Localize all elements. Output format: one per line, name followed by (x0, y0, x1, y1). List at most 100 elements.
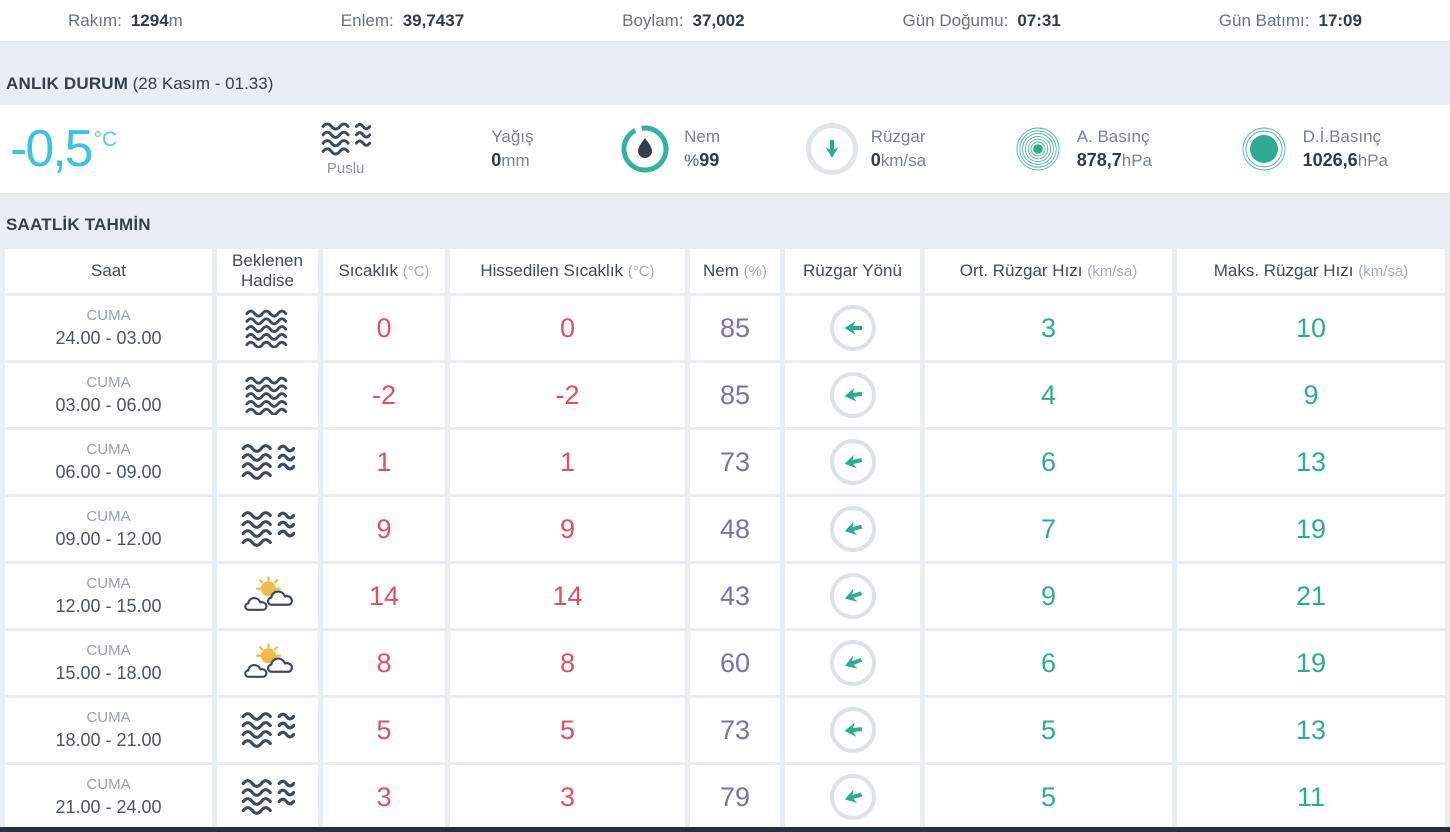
altitude-stat: Rakım: 1294m (68, 10, 183, 30)
wind-direction-icon (829, 640, 876, 686)
mist-icon (241, 777, 295, 817)
sea-level-pressure-icon (1242, 127, 1286, 171)
feels-like-cell: 9 (450, 497, 685, 561)
hourly-row: CUMA 09.00 - 12.00 9 9 48 7 19 (5, 497, 1445, 561)
hourly-row: CUMA 15.00 - 18.00 8 8 60 6 19 (5, 631, 1445, 695)
feels-like-cell: -2 (450, 363, 685, 427)
degree-unit: °C (93, 128, 118, 151)
feels-like-cell: 1 (450, 430, 685, 494)
wind-down-arrow-icon (805, 123, 858, 175)
max-wind-cell: 9 (1177, 363, 1445, 427)
temperature-cell: 14 (323, 564, 445, 628)
next-section-divider (0, 827, 1450, 832)
humidity-cell: 73 (690, 698, 780, 762)
time-range-cell: CUMA 09.00 - 12.00 (5, 497, 212, 561)
time-range-cell: CUMA 24.00 - 03.00 (5, 296, 212, 360)
time-range-cell: CUMA 06.00 - 09.00 (5, 430, 212, 494)
condition-cell (217, 430, 318, 494)
longitude-label: Boylam: (622, 10, 684, 30)
hourly-row: CUMA 18.00 - 21.00 5 5 73 5 13 (5, 698, 1445, 762)
day-label: CUMA (86, 307, 131, 324)
day-label: CUMA (86, 508, 131, 525)
temperature-cell: -2 (323, 363, 445, 427)
col-header-hissedilen-sicaklik: Hissedilen Sıcaklık (°C) (450, 249, 685, 293)
station-pressure-metric: A. Basınç 878,7hPa (1012, 123, 1152, 175)
wind-direction-icon (829, 372, 876, 418)
wind-direction-cell (785, 698, 920, 762)
sunrise-label: Gün Doğumu: (902, 10, 1009, 30)
hourly-forecast-table: Saat Beklenen Hadise Sıcaklık (°C) Hisse… (0, 246, 1450, 832)
wind-direction-cell (785, 296, 920, 360)
current-condition: Puslu (286, 121, 406, 177)
time-range-label: 24.00 - 03.00 (55, 328, 162, 348)
mist-icon (321, 121, 371, 157)
col-header-saat: Saat (5, 249, 212, 293)
station-pressure-icon (1016, 127, 1060, 171)
hourly-row: CUMA 06.00 - 09.00 1 1 73 6 13 (5, 430, 1445, 494)
condition-cell (217, 765, 318, 829)
current-temperature: -0,5°C (10, 120, 118, 178)
feels-like-cell: 5 (450, 698, 685, 762)
humidity-cell: 43 (690, 564, 780, 628)
wind-direction-cell (785, 631, 920, 695)
wind-direction-icon (829, 707, 876, 753)
time-range-cell: CUMA 03.00 - 06.00 (5, 363, 212, 427)
wind-direction-cell (785, 564, 920, 628)
avg-wind-cell: 4 (925, 363, 1172, 427)
current-conditions: -0,5°C Puslu Yağış 0mm Nem %99 (0, 105, 1450, 194)
time-range-cell: CUMA 18.00 - 21.00 (5, 698, 212, 762)
temperature-cell: 8 (323, 631, 445, 695)
condition-cell (217, 363, 318, 427)
condition-cell (217, 564, 318, 628)
max-wind-cell: 13 (1177, 698, 1445, 762)
condition-cell (217, 497, 318, 561)
day-label: CUMA (86, 776, 131, 793)
time-range-label: 03.00 - 06.00 (55, 395, 162, 415)
latitude-stat: Enlem: 39,7437 (340, 10, 465, 30)
day-label: CUMA (86, 374, 131, 391)
current-section-band: ANLIK DURUM (28 Kasım - 01.33) (0, 42, 1450, 105)
humidity-cell: 85 (690, 296, 780, 360)
station-info-bar: Rakım: 1294m Enlem: 39,7437 Boylam: 37,002 … (0, 0, 1450, 42)
wind-direction-cell (785, 363, 920, 427)
temperature-cell: 3 (323, 765, 445, 829)
col-header-nem: Nem (%) (690, 249, 780, 293)
day-label: CUMA (86, 642, 131, 659)
precipitation-metric: Yağış 0mm (491, 126, 534, 171)
hourly-row: CUMA 12.00 - 15.00 14 14 43 9 21 (5, 564, 1445, 628)
time-range-label: 12.00 - 15.00 (55, 596, 162, 616)
temperature-cell: 5 (323, 698, 445, 762)
max-wind-cell: 11 (1177, 765, 1445, 829)
temperature-cell: 9 (323, 497, 445, 561)
sea-level-pressure-metric: D.İ.Basınç 1026,6hPa (1238, 123, 1388, 175)
wind-direction-cell (785, 497, 920, 561)
sunrise-stat: Gün Doğumu: 07:31 (902, 10, 1061, 30)
max-wind-cell: 13 (1177, 430, 1445, 494)
max-wind-cell: 21 (1177, 564, 1445, 628)
mist-icon (241, 509, 295, 549)
hourly-row: CUMA 24.00 - 03.00 0 0 85 3 10 (5, 296, 1445, 360)
condition-cell (217, 296, 318, 360)
day-label: CUMA (86, 575, 131, 592)
mist-icon (241, 710, 295, 750)
fog-icon (241, 308, 295, 348)
latitude-label: Enlem: (340, 10, 394, 30)
feels-like-cell: 3 (450, 765, 685, 829)
humidity-ring-icon (621, 125, 669, 173)
wind-direction-icon (829, 573, 876, 619)
avg-wind-cell: 6 (925, 430, 1172, 494)
day-label: CUMA (86, 709, 131, 726)
wind-direction-cell (785, 765, 920, 829)
condition-cell (217, 698, 318, 762)
humidity-cell: 73 (690, 430, 780, 494)
time-range-label: 15.00 - 18.00 (55, 663, 162, 683)
altitude-label: Rakım: (68, 10, 122, 30)
hourly-section-title: SAATLİK TAHMİN (6, 215, 151, 234)
day-label: CUMA (86, 441, 131, 458)
col-header-sicaklik: Sıcaklık (°C) (323, 249, 445, 293)
condition-label: Puslu (326, 160, 365, 177)
wind-metric: Rüzgar 0km/sa (805, 123, 926, 175)
avg-wind-cell: 9 (925, 564, 1172, 628)
feels-like-cell: 14 (450, 564, 685, 628)
